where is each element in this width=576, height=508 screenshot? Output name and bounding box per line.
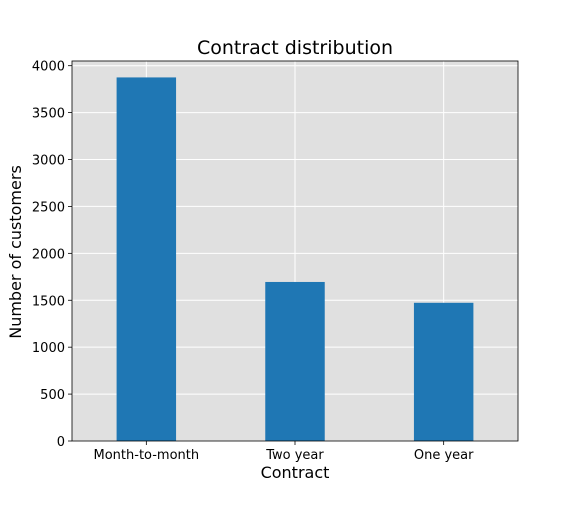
y-tick-label: 500 xyxy=(40,388,65,403)
y-tick-label: 1500 xyxy=(32,294,65,309)
y-tick-label: 3000 xyxy=(32,154,65,169)
y-axis-label: Number of customers xyxy=(6,165,25,339)
y-tick-label: 3500 xyxy=(32,107,65,122)
chart-title: Contract distribution xyxy=(197,37,393,59)
y-tick-label: 4000 xyxy=(32,60,65,75)
y-axis-ticks: 0 500 1000 1500 2000 2500 3000 3500 4000 xyxy=(32,60,72,450)
y-tick-label: 2500 xyxy=(32,200,65,215)
bars xyxy=(116,77,474,442)
y-tick-label: 2000 xyxy=(32,247,65,262)
y-tick-label: 0 xyxy=(57,435,65,450)
x-tick-label: Two year xyxy=(265,448,324,463)
x-axis-label: Contract xyxy=(261,463,330,482)
bar-month-to-month xyxy=(116,77,177,442)
x-axis-ticks: Month-to-month Two year One year xyxy=(94,441,474,463)
x-tick-label: One year xyxy=(414,448,474,463)
x-tick-label: Month-to-month xyxy=(94,448,200,463)
bar-one-year xyxy=(413,302,474,441)
y-tick-label: 1000 xyxy=(32,341,65,356)
bar-two-year xyxy=(265,281,325,441)
